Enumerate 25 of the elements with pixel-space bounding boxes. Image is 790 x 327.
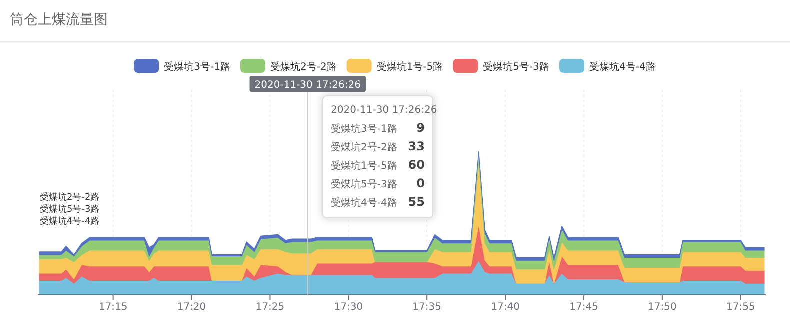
x-tick-label: 17:35 — [412, 302, 442, 313]
x-tick-label: 17:15 — [98, 302, 128, 313]
x-tick-label: 17:50 — [648, 302, 677, 313]
text: 受煤坑3号-1路 9 — [331, 121, 425, 135]
annotation: 受煤坑2号-2路 — [40, 192, 100, 203]
annotation: 受煤坑1号-5路 60 — [331, 158, 425, 172]
legend-label: 受煤坑2号-2路 — [270, 61, 337, 73]
legend-label: 受煤坑5号-3路 — [483, 61, 550, 73]
legend-label: 受煤坑4号-4路 — [590, 61, 656, 73]
x-tick-label: 17:55 — [726, 302, 756, 313]
annotation: 受煤坑5号-3路 — [40, 204, 100, 215]
text: 2020-11-30 17:26:26 — [331, 105, 438, 116]
text: 受煤坑5号-3路 0 — [331, 176, 425, 190]
annotation: 受煤坑4号-4路 — [40, 216, 100, 227]
annotation: 受煤坑2号-2路 33 — [331, 140, 425, 154]
x-tick-label: 17:25 — [256, 302, 285, 313]
annotation: 受煤坑4号-4路 55 — [331, 195, 425, 209]
x-tick-label: 17:45 — [570, 302, 598, 313]
x-tick-label: 17:40 — [491, 302, 520, 313]
x-tick-label: 17:30 — [334, 302, 364, 313]
x-tick-label: 17:20 — [177, 302, 206, 313]
chart-title: 筒仓上煤流量图 — [10, 12, 108, 28]
legend-label: 受煤坑1号-5路 — [376, 61, 444, 73]
legend-label: 受煤坑3号-1路 — [164, 61, 230, 73]
ref-line-label: 2020-11-30 17:26:26 — [254, 80, 362, 91]
